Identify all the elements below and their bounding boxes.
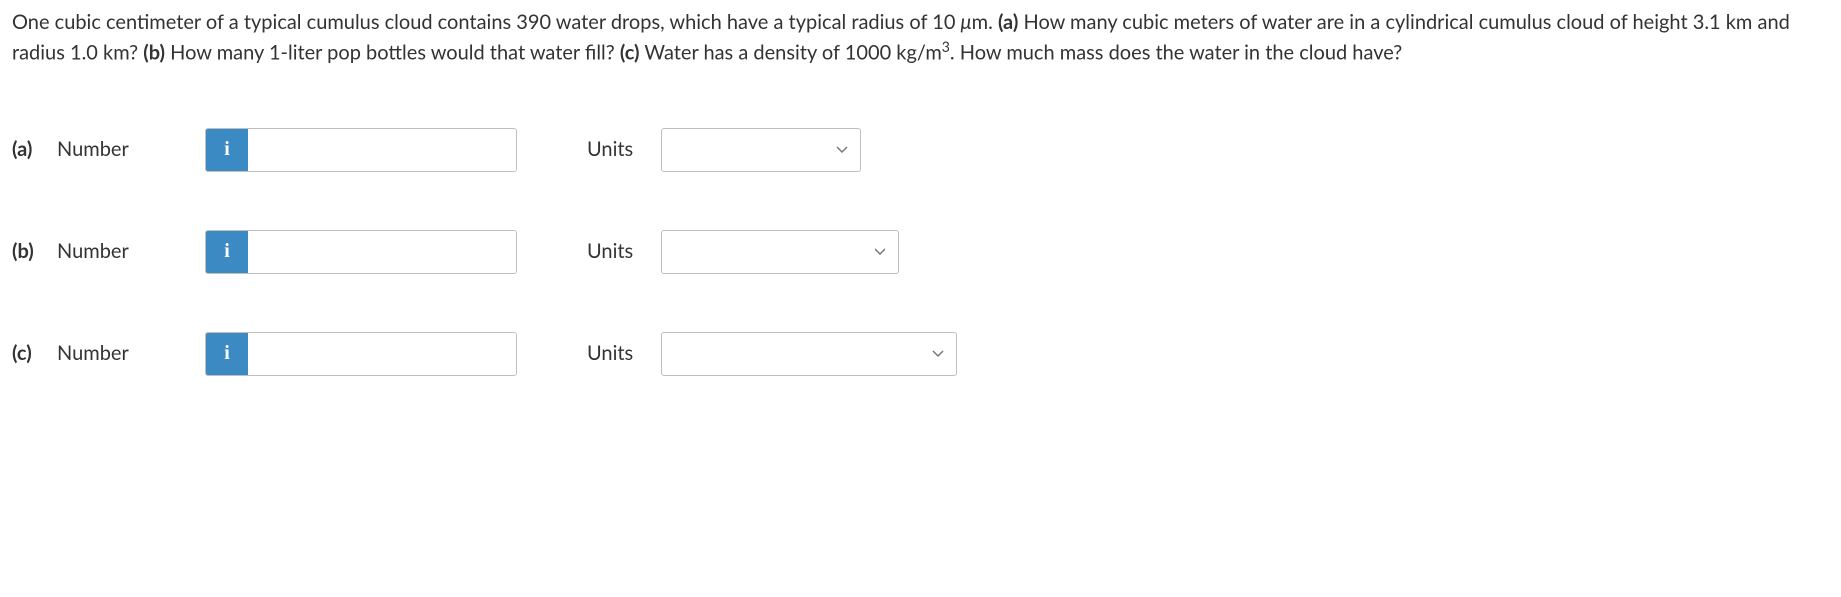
text-c-pre: Water has a density of 1000 kg/m — [640, 41, 942, 65]
number-input-a[interactable] — [248, 129, 516, 171]
info-icon[interactable]: i — [206, 231, 248, 273]
part-label-c: (c) — [12, 339, 57, 368]
number-input-wrap-c: i — [205, 332, 517, 376]
micro-symbol: μ — [961, 10, 972, 34]
answer-row-c: (c) Number i Units — [12, 332, 1829, 376]
units-select-c[interactable] — [661, 332, 957, 376]
number-label-c: Number — [57, 339, 177, 368]
units-select-a[interactable] — [661, 128, 861, 172]
bold-b: (b) — [143, 41, 165, 65]
q-post-micro: m. — [972, 10, 998, 34]
number-label-b: Number — [57, 237, 177, 266]
bold-c: (c) — [620, 41, 640, 65]
answer-row-b: (b) Number i Units — [12, 230, 1829, 274]
q-pre: One cubic centimeter of a typical cumulu… — [12, 10, 961, 34]
info-icon[interactable]: i — [206, 333, 248, 375]
units-label-c: Units — [587, 339, 633, 368]
info-icon[interactable]: i — [206, 129, 248, 171]
exp-3: 3 — [942, 38, 950, 55]
number-input-c[interactable] — [248, 333, 516, 375]
part-label-b: (b) — [12, 237, 57, 266]
text-c-post: . How much mass does the water in the cl… — [950, 41, 1402, 65]
number-input-wrap-b: i — [205, 230, 517, 274]
bold-a: (a) — [998, 10, 1018, 34]
number-input-b[interactable] — [248, 231, 516, 273]
question-text: One cubic centimeter of a typical cumulu… — [12, 8, 1829, 68]
units-select-b[interactable] — [661, 230, 899, 274]
part-label-a: (a) — [12, 135, 57, 164]
units-label-b: Units — [587, 237, 633, 266]
text-b: How many 1-liter pop bottles would that … — [165, 41, 620, 65]
number-label-a: Number — [57, 135, 177, 164]
answer-row-a: (a) Number i Units — [12, 128, 1829, 172]
number-input-wrap-a: i — [205, 128, 517, 172]
units-label-a: Units — [587, 135, 633, 164]
